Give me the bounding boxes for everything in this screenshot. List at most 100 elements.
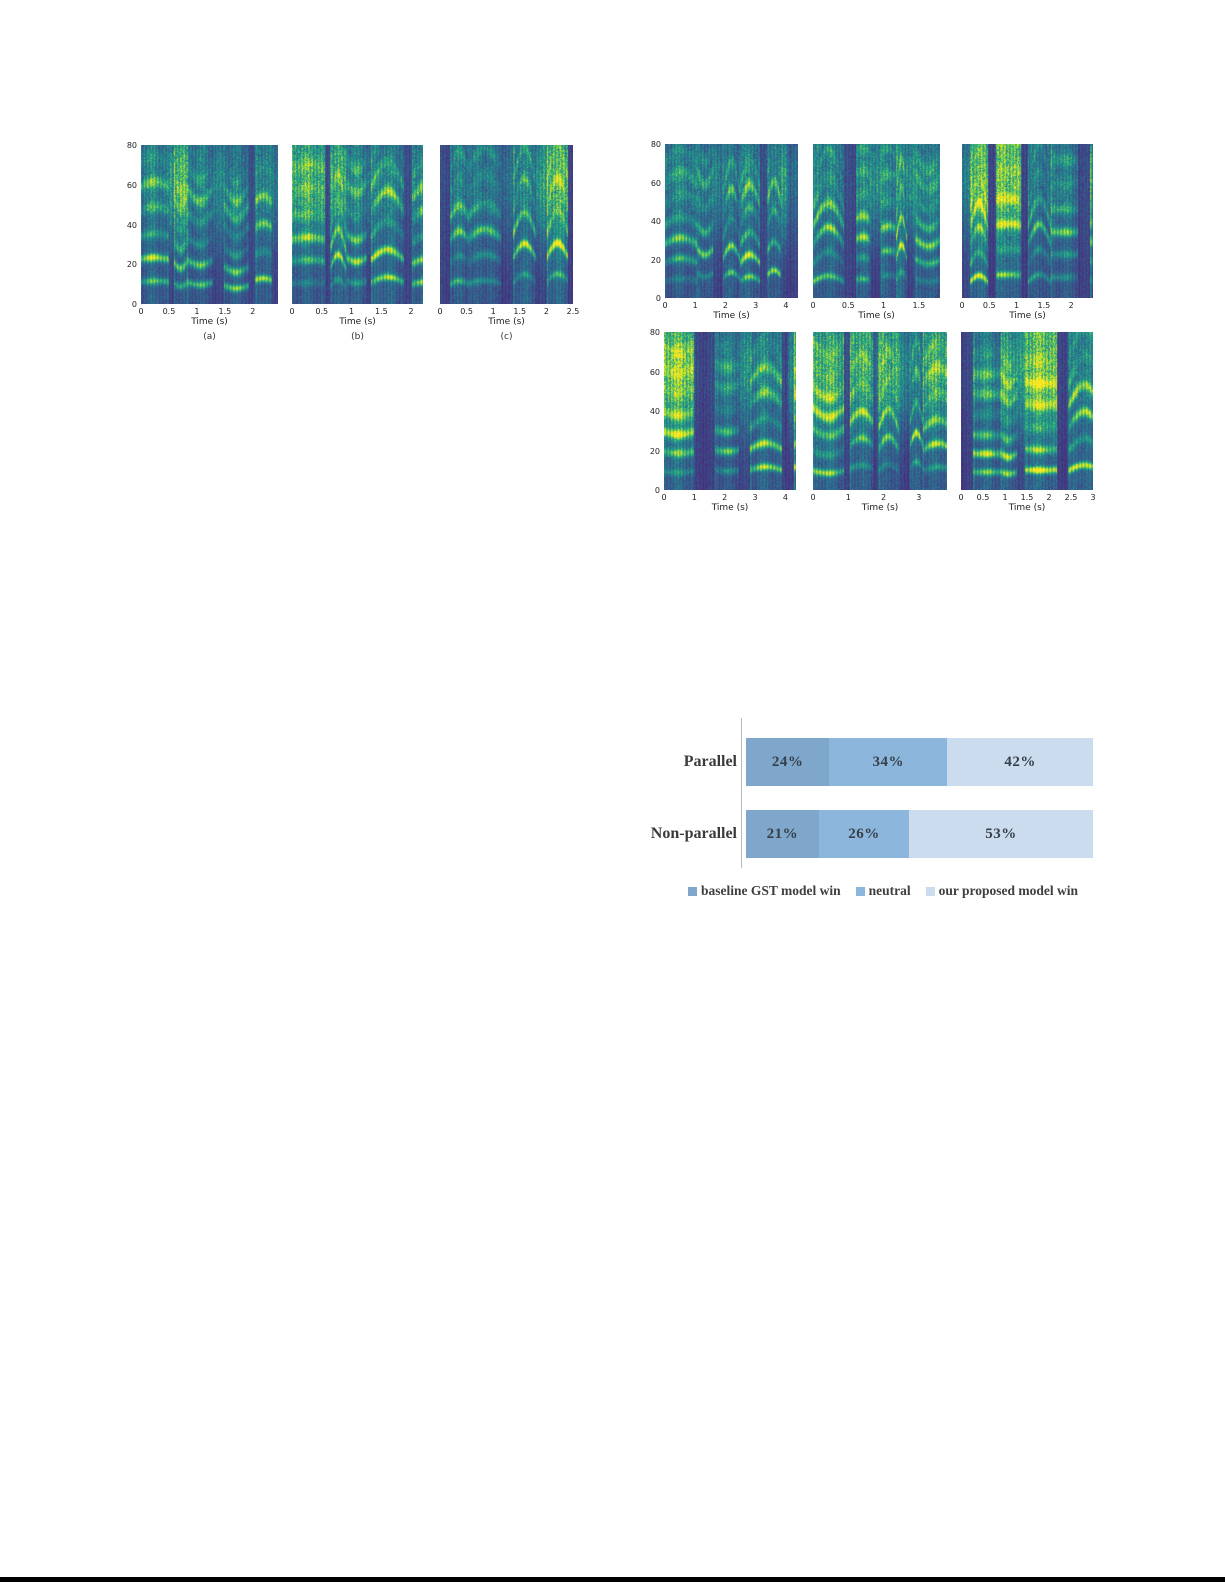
x-tick-label: 1 (692, 301, 698, 310)
stacked-bar-non-parallel: 21% 26% 53% (746, 810, 1093, 858)
category-label-non-parallel: Non-parallel (650, 825, 737, 842)
page-boundary-rule (0, 1577, 1225, 1582)
x-tick-label: 2 (408, 307, 414, 316)
bar-segment-baseline: 24% (746, 738, 830, 786)
x-axis-label: Time (s) (711, 503, 749, 513)
x-tick-label: 0 (437, 307, 443, 316)
x-tick-label: 0 (661, 493, 667, 502)
x-tick-label: 2 (722, 301, 728, 310)
x-axis-label: Time (s) (191, 317, 228, 327)
x-tick-label: 0.5 (982, 301, 996, 310)
segment-value-label: 21% (766, 825, 799, 842)
x-tick-label: 1 (845, 493, 851, 502)
legend-label: baseline GST model win (701, 883, 841, 898)
segment-value-label: 53% (985, 825, 1017, 842)
x-tick-label: 1 (881, 301, 887, 310)
x-tick-label: 2 (880, 493, 887, 502)
legend-item-baseline: baseline GST model win (688, 883, 841, 899)
x-tick-label: 2.5 (566, 307, 580, 316)
x-axis-label: Time (s) (1009, 311, 1046, 321)
mel-spectrogram-image (813, 332, 947, 490)
x-tick-label: 1 (348, 307, 355, 316)
x-tick-label: 0 (138, 307, 144, 316)
x-tick-label: 4 (782, 493, 788, 502)
mel-spectrogram-image (664, 332, 796, 490)
mel-spectrogram-image (665, 144, 798, 298)
x-tick-label: 3 (753, 301, 759, 310)
segment-value-label: 34% (872, 753, 904, 770)
chart-baseline-axis (741, 718, 742, 868)
x-tick-label: 1 (194, 307, 200, 316)
y-tick-label: 20 (126, 260, 137, 270)
x-tick-label: 0 (959, 301, 965, 310)
subplot-caption: (c) (500, 332, 513, 342)
x-tick-label: 0.5 (460, 307, 473, 316)
x-tick-label: 1 (1014, 301, 1020, 310)
bar-segment-neutral: 26% (818, 810, 910, 858)
x-tick-label: 2 (543, 307, 549, 316)
x-tick-label: 0 (810, 493, 816, 502)
x-tick-label: 0.5 (162, 307, 176, 316)
y-tick-label: 80 (126, 141, 137, 150)
legend-label: neutral (868, 883, 911, 898)
x-tick-label: 2.5 (1064, 493, 1078, 502)
x-tick-label: 1.5 (912, 301, 926, 310)
bar-segment-proposed: 53% (909, 810, 1093, 858)
x-tick-label: 3 (1090, 493, 1096, 502)
y-tick-label: 60 (649, 367, 660, 377)
x-tick-label: 2 (722, 493, 728, 502)
x-axis-label: Time (s) (861, 503, 899, 513)
stacked-bar-parallel: 24% 34% 42% (746, 738, 1093, 786)
x-tick-label: 0 (958, 493, 964, 502)
y-tick-label: 60 (650, 178, 661, 188)
category-label-parallel: Parallel (683, 753, 737, 770)
y-tick-label: 20 (649, 446, 660, 456)
x-tick-label: 0.5 (976, 493, 990, 502)
x-tick-label: 0 (810, 301, 816, 310)
y-tick-label: 0 (131, 300, 137, 309)
subplot-caption: (b) (351, 332, 364, 342)
y-tick-label: 40 (126, 220, 137, 230)
y-tick-label: 0 (655, 294, 661, 303)
subplot-caption: (a) (203, 332, 216, 342)
x-tick-label: 4 (783, 301, 789, 310)
x-tick-label: 1 (490, 307, 496, 316)
bar-segment-baseline: 21% (746, 810, 819, 858)
legend-item-proposed: our proposed model win (925, 883, 1078, 899)
x-axis-label: Time (s) (858, 311, 895, 321)
x-tick-label: 1.5 (1037, 301, 1051, 310)
x-tick-label: 0 (662, 301, 668, 310)
mel-spectrogram-image (813, 144, 940, 298)
legend-swatch-neutral (855, 887, 865, 896)
x-tick-label: 2 (250, 307, 256, 316)
x-axis-label: Time (s) (488, 317, 525, 327)
segment-value-label: 24% (771, 753, 804, 770)
chart-legend: baseline GST model win neutral our propo… (688, 883, 1078, 899)
x-axis-label: Time (s) (339, 317, 376, 327)
x-tick-label: 1 (1002, 493, 1008, 502)
x-tick-label: 1 (691, 493, 697, 502)
bar-segment-neutral: 34% (829, 738, 948, 786)
mel-spectrogram-image (292, 145, 423, 304)
x-tick-label: 3 (752, 493, 758, 502)
mel-spectrogram-image (962, 144, 1093, 298)
x-tick-label: 1.5 (374, 307, 388, 316)
y-tick-label: 80 (650, 140, 661, 149)
x-tick-label: 2 (1068, 301, 1074, 310)
y-tick-label: 0 (654, 486, 660, 495)
legend-item-neutral: neutral (855, 883, 911, 899)
x-tick-label: 0.5 (315, 307, 329, 316)
x-tick-label: 3 (916, 493, 922, 502)
bar-segment-proposed: 42% (947, 738, 1093, 786)
x-tick-label: 1.5 (1020, 493, 1034, 502)
y-tick-label: 60 (126, 180, 137, 190)
mel-spectrogram-image (961, 332, 1093, 490)
y-tick-label: 40 (649, 407, 660, 416)
segment-value-label: 26% (848, 825, 880, 842)
mel-spectrogram-image (141, 145, 278, 304)
x-tick-label: 1.5 (218, 307, 232, 316)
x-tick-label: 2 (1046, 493, 1052, 502)
segment-value-label: 42% (1004, 753, 1036, 770)
